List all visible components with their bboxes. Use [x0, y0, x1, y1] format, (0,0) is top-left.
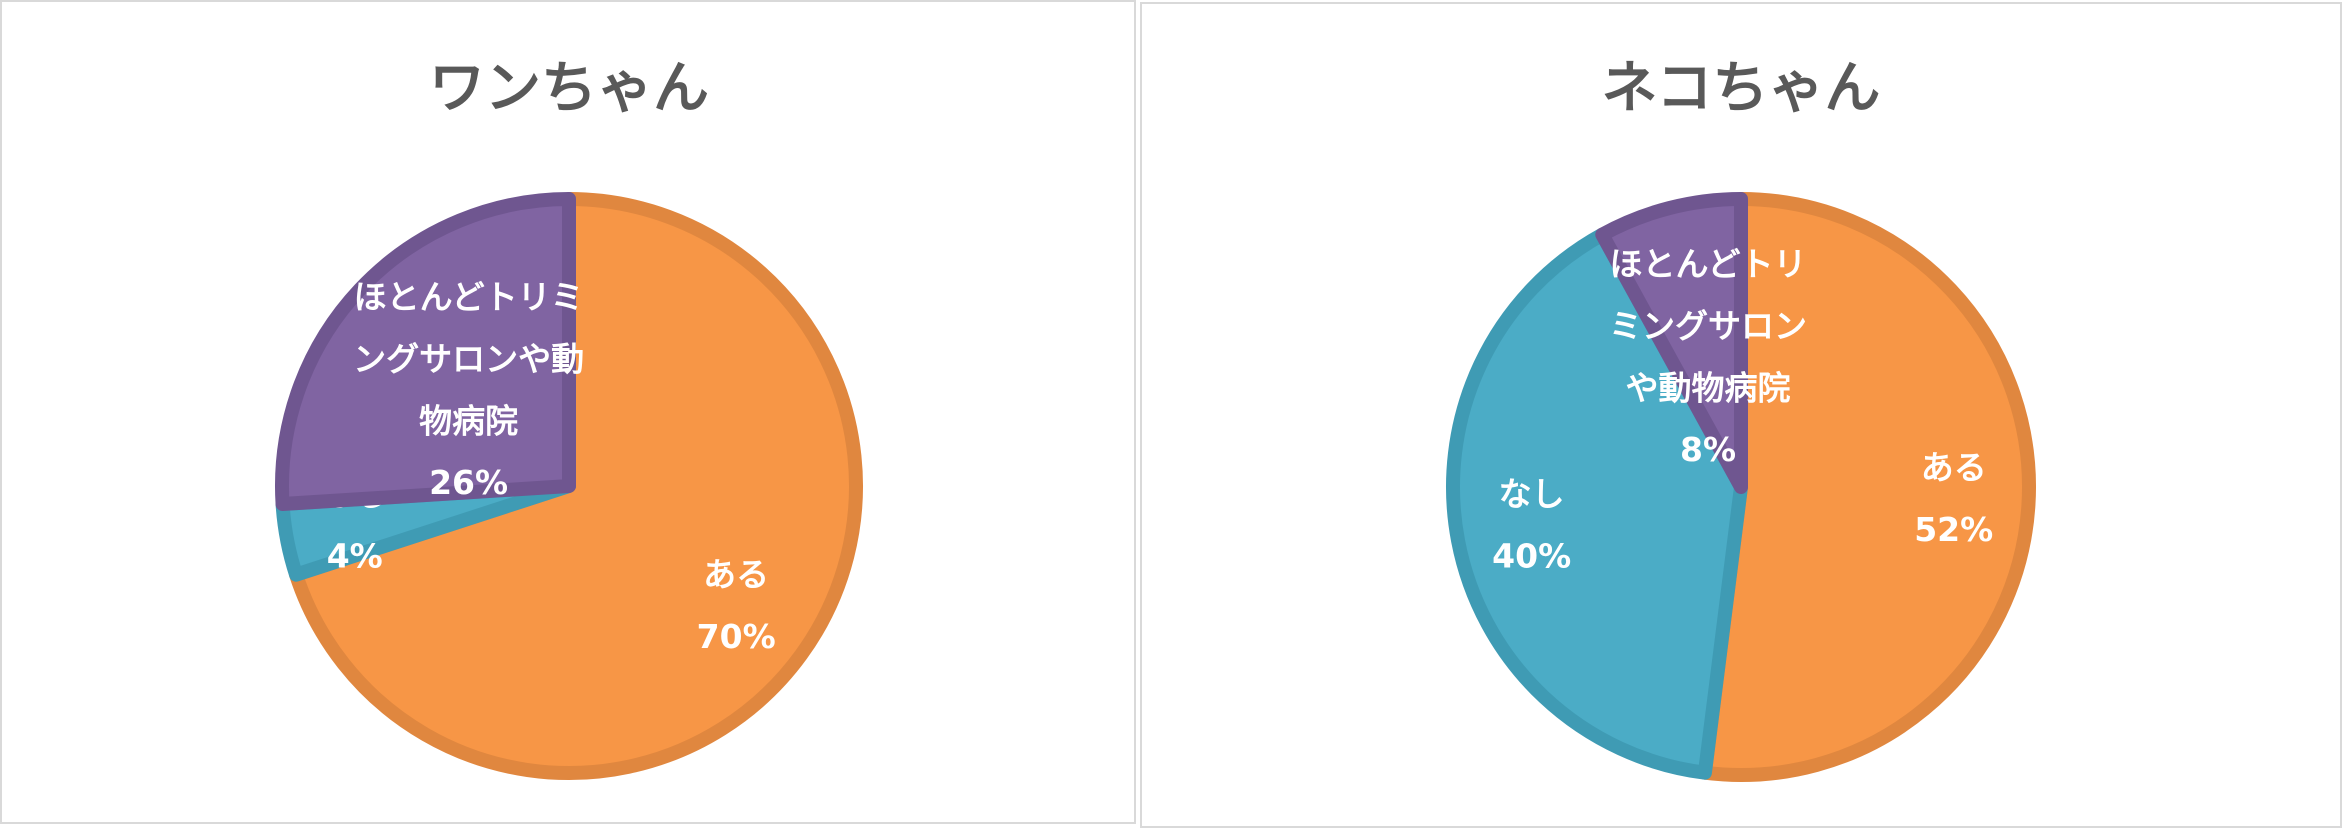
pie-slice: [1595, 192, 1748, 494]
pie-slice: [275, 192, 576, 512]
chart-title: ワンちゃん: [429, 56, 709, 121]
pie-slice: [1697, 192, 2036, 782]
slice-label: ほとんどトリミングサロンや動物病院: [1609, 244, 1807, 407]
slice-label: ある: [1921, 448, 1987, 487]
slice-label: ある: [703, 555, 769, 594]
slice-label: ほとんどトリミングサロンや動物病院: [353, 277, 584, 440]
slice-value-label: 26%: [429, 463, 508, 502]
slice-value-label: 70%: [697, 617, 776, 656]
slice-value-label: 8%: [1680, 430, 1736, 469]
slice-value-label: 4%: [327, 536, 383, 575]
pie-slice: [289, 192, 863, 780]
slice-label: なし: [1499, 474, 1565, 513]
slice-value-label: 40%: [1492, 536, 1571, 575]
slice-value-label: 52%: [1914, 510, 1993, 549]
chart-title: ネコちゃん: [1602, 56, 1881, 121]
